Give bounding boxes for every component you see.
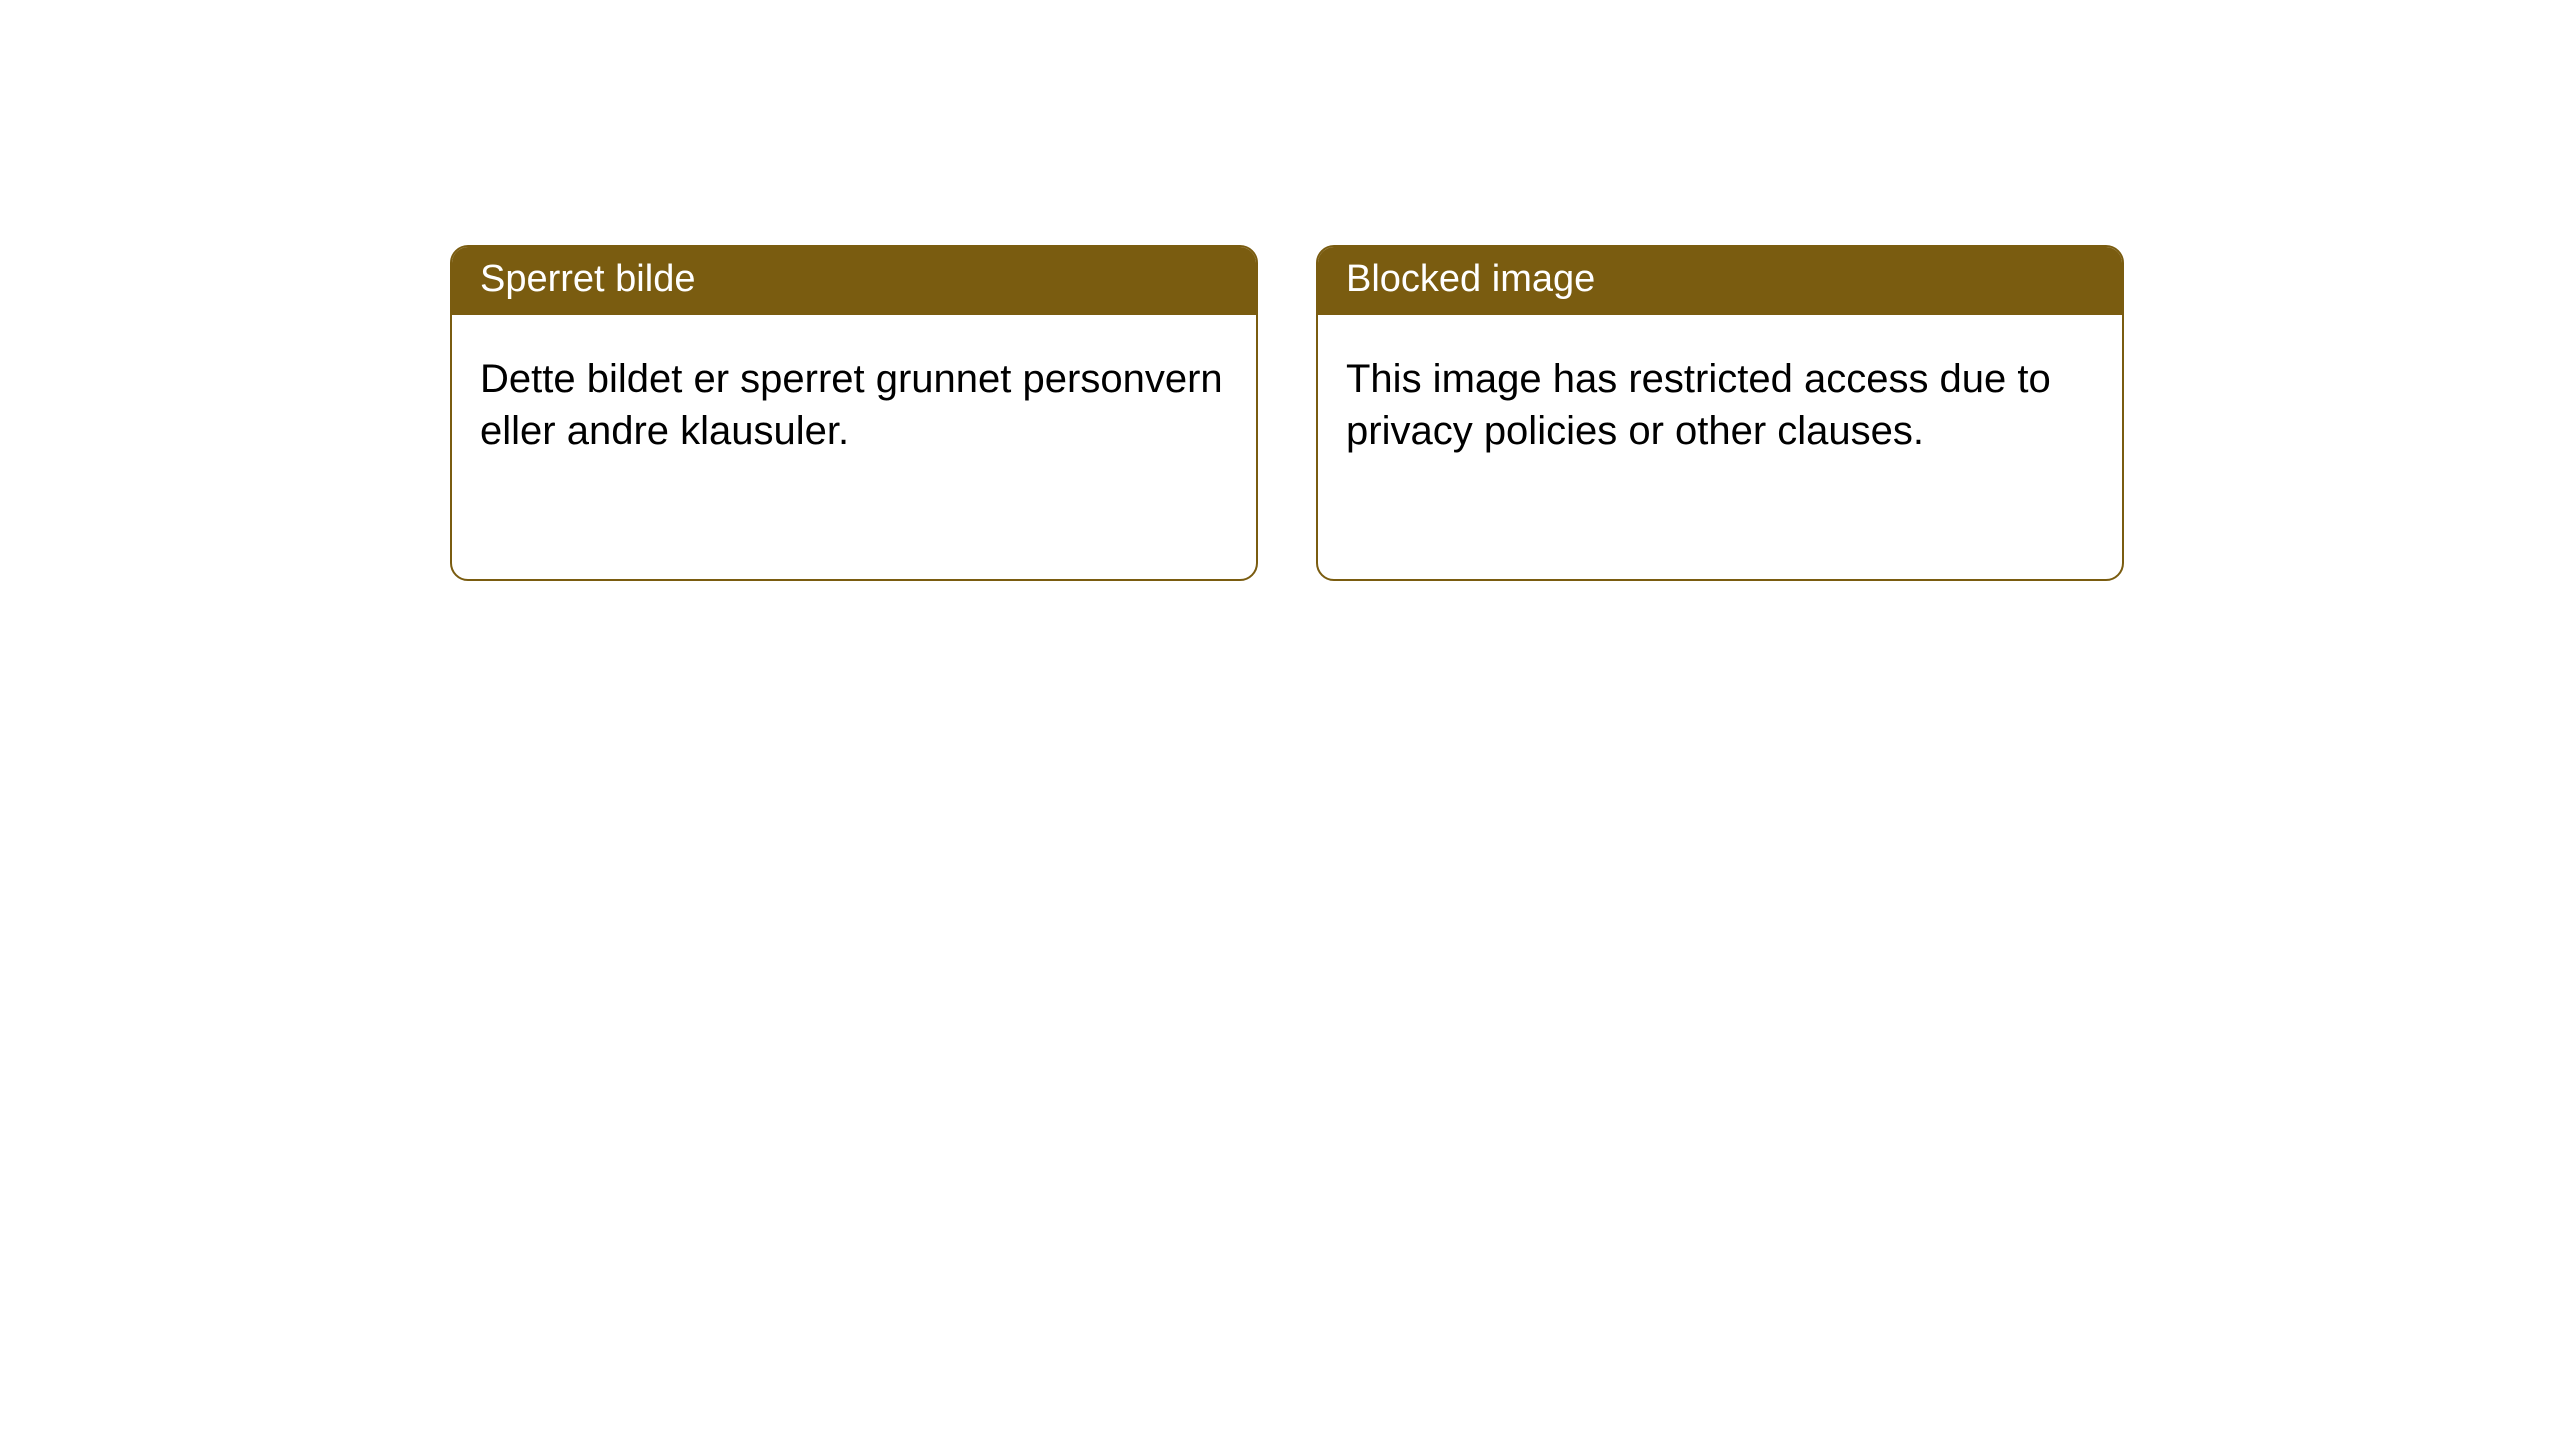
- notice-container: Sperret bilde Dette bildet er sperret gr…: [0, 0, 2560, 581]
- notice-card-norwegian: Sperret bilde Dette bildet er sperret gr…: [450, 245, 1258, 581]
- notice-header: Blocked image: [1318, 247, 2122, 315]
- notice-header: Sperret bilde: [452, 247, 1256, 315]
- notice-body: This image has restricted access due to …: [1318, 315, 2122, 485]
- notice-card-english: Blocked image This image has restricted …: [1316, 245, 2124, 581]
- notice-body: Dette bildet er sperret grunnet personve…: [452, 315, 1256, 485]
